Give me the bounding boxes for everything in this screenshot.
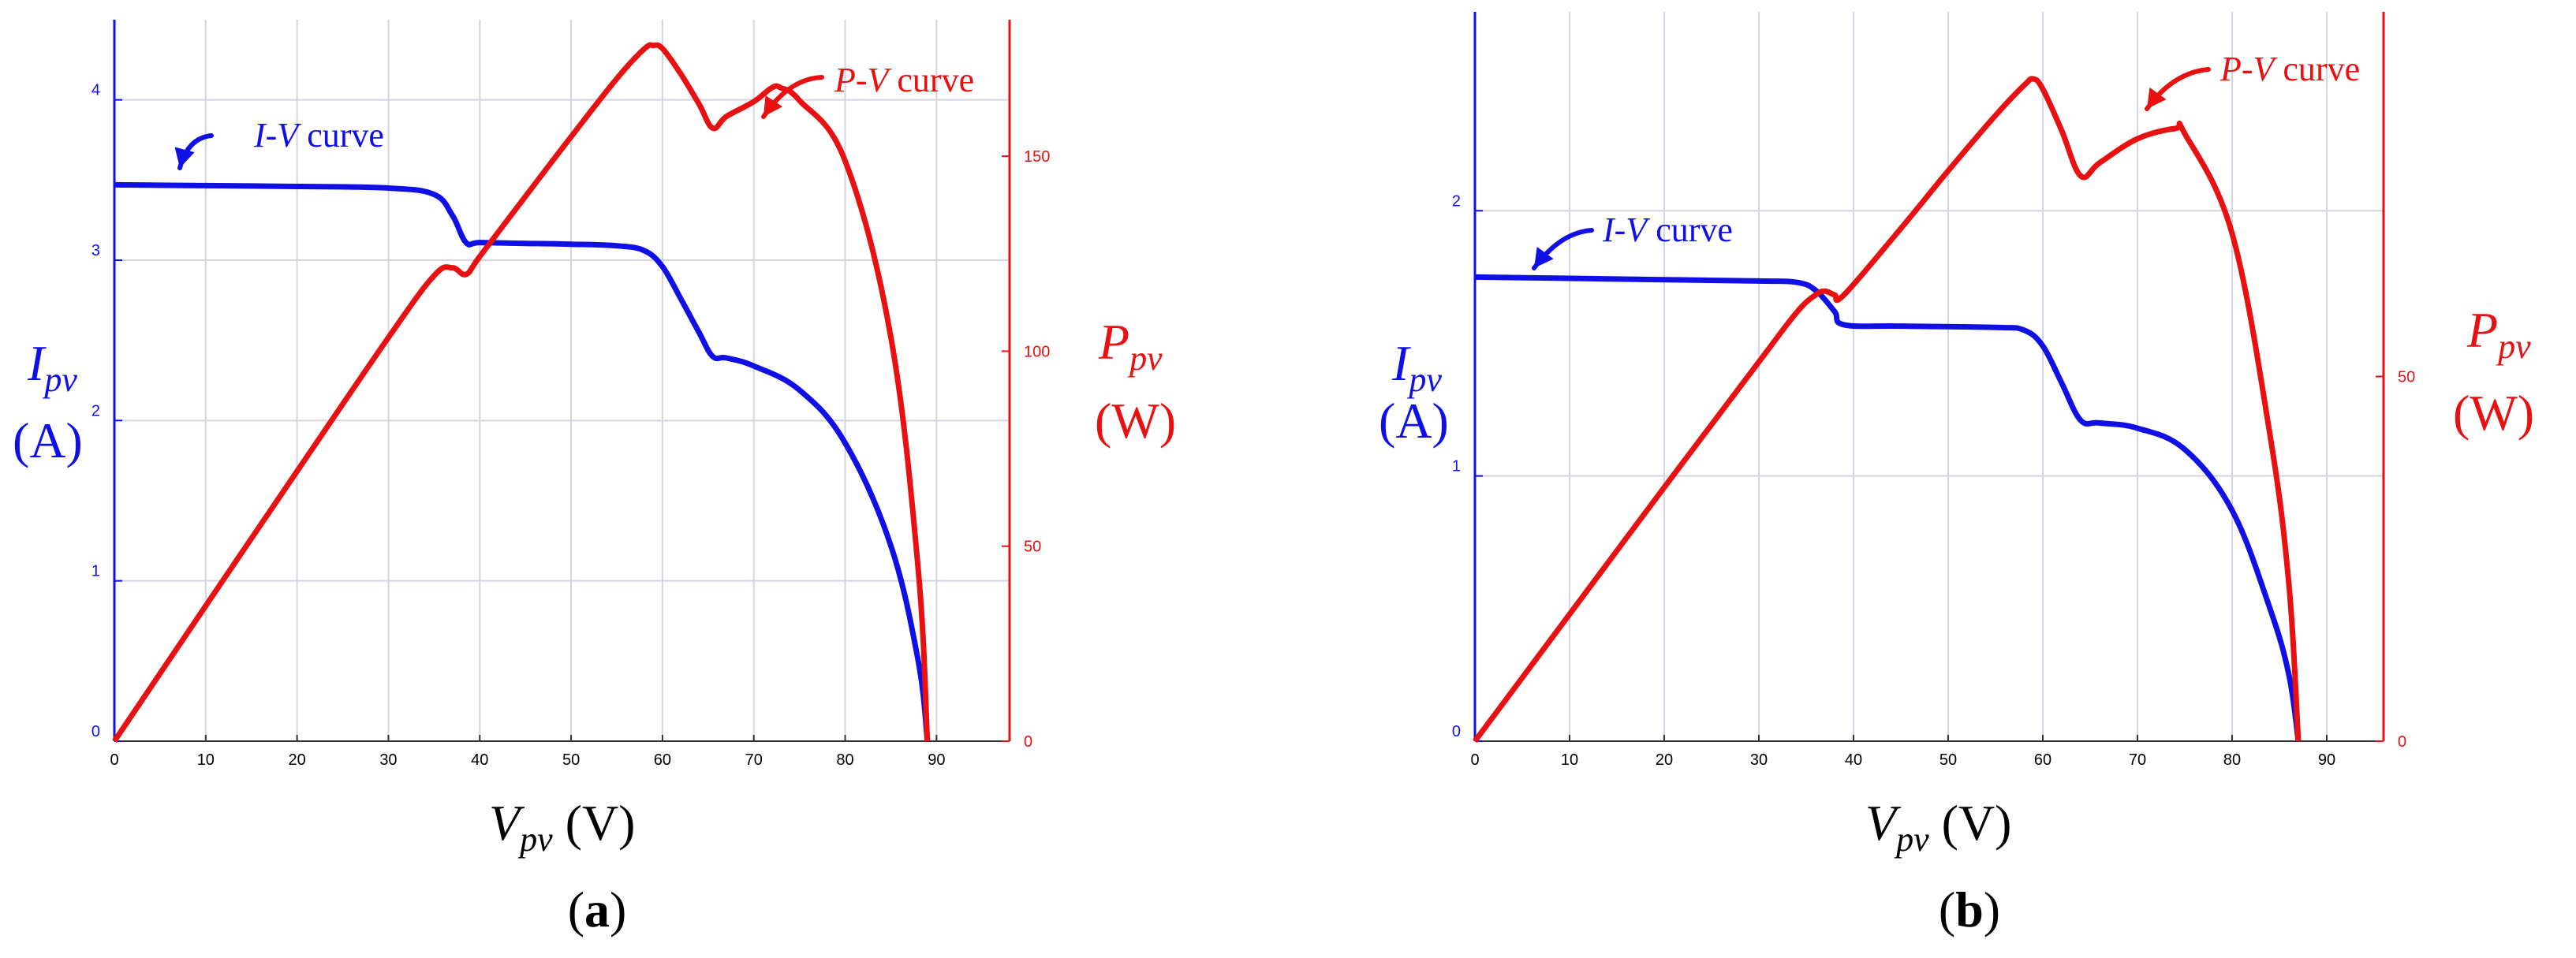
x-axis-label: Vpv (V) — [489, 795, 635, 859]
grid-a — [114, 20, 1010, 742]
iv-curve-line — [1474, 274, 2302, 742]
x-tick-label: 70 — [745, 751, 763, 769]
pv-curve-annotation: P-V curve — [834, 61, 974, 99]
y-axis-label-unit: (A) — [1379, 393, 1449, 449]
grid-b — [1474, 12, 2384, 742]
iv-curve-annotation: I-V curve — [1602, 211, 1733, 249]
panel-caption: (b) — [1939, 882, 2000, 937]
x-tick-label: 50 — [1939, 751, 1957, 769]
y2-axis-label-unit: (W) — [1095, 393, 1176, 449]
x-tick-label: 20 — [289, 751, 306, 769]
iv-curve-annotation: I-V curve — [253, 116, 384, 155]
pv-curve-line — [112, 42, 931, 743]
y2-tick-label: 50 — [1024, 539, 1041, 556]
y2-tick-label: 150 — [1024, 148, 1050, 166]
x-tick-label: 90 — [928, 751, 945, 769]
x-tick-label: 60 — [2034, 751, 2051, 769]
y-axis-label-symbol: Ipv — [27, 335, 77, 399]
y2-axis-label-symbol: Ppv — [2466, 302, 2531, 366]
y-tick-label: 1 — [1452, 458, 1461, 475]
series-a — [112, 42, 931, 743]
y-tick-label: 3 — [91, 242, 100, 259]
y2-axis-label-symbol: Ppv — [1098, 314, 1163, 378]
y2-tick-label: 0 — [2398, 733, 2406, 751]
y-axis-label-unit: (A) — [13, 412, 83, 468]
y-tick-label: 4 — [91, 82, 100, 99]
panel-caption: (a) — [568, 882, 627, 937]
y2-tick-label: 50 — [2398, 369, 2415, 386]
iv-curve-line — [114, 181, 931, 742]
y2-tick-label: 100 — [1024, 343, 1050, 360]
x-tick-label: 0 — [110, 751, 118, 769]
x-tick-label: 10 — [197, 751, 215, 769]
x-tick-label: 70 — [2129, 751, 2146, 769]
y2-axis-label-unit: (W) — [2453, 385, 2534, 441]
pv-curve-line — [1473, 76, 2302, 744]
y-tick-label: 0 — [1452, 723, 1461, 740]
y-tick-label: 2 — [91, 402, 100, 419]
y-tick-label: 1 — [91, 563, 100, 580]
x-tick-label: 40 — [471, 751, 488, 769]
annotations-a — [174, 75, 824, 170]
y-tick-label: 2 — [1452, 192, 1461, 210]
x-tick-label: 80 — [2223, 751, 2241, 769]
x-tick-label: 90 — [2318, 751, 2335, 769]
x-tick-label: 30 — [1750, 751, 1768, 769]
y2-tick-label: 0 — [1024, 733, 1032, 751]
x-tick-label: 80 — [836, 751, 853, 769]
x-tick-label: 60 — [654, 751, 671, 769]
y-axis-label-symbol: Ipv — [1391, 335, 1442, 399]
pv-annotation-arrow-head — [763, 95, 783, 117]
y-tick-label: 0 — [91, 723, 100, 740]
pv-annotation-arrow-head — [2147, 87, 2167, 109]
annotations-b — [1532, 67, 2211, 270]
x-tick-label: 0 — [1470, 751, 1479, 769]
x-tick-label: 50 — [562, 751, 580, 769]
pv-curve-annotation: P-V curve — [2219, 50, 2360, 88]
iv-annotation-arrow-head — [174, 147, 195, 168]
series-b — [1473, 76, 2302, 744]
x-tick-label: 40 — [1845, 751, 1862, 769]
axes-b — [1473, 12, 2385, 742]
iv-annotation-arrow-head — [1534, 246, 1554, 268]
x-tick-label: 20 — [1656, 751, 1673, 769]
axes-a — [113, 20, 1011, 742]
x-tick-label: 10 — [1561, 751, 1578, 769]
x-tick-label: 30 — [379, 751, 397, 769]
x-axis-label: Vpv (V) — [1865, 795, 2011, 859]
